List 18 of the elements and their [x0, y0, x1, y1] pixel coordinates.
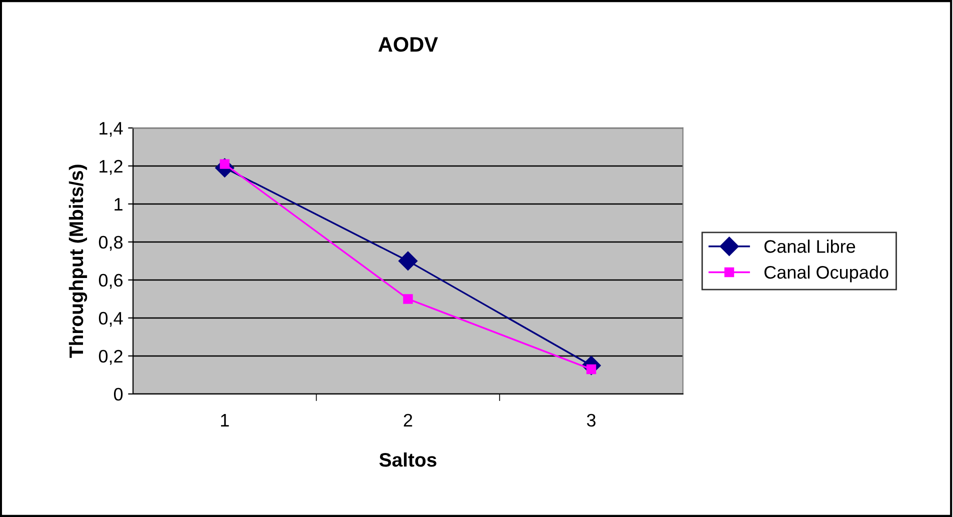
y-tick-label: 1,2: [100, 160, 122, 175]
y-tick-label: 0: [114, 388, 123, 401]
point: [403, 294, 413, 304]
legend-label: Canal Libre: [764, 240, 856, 253]
y-tick-label: 0,2: [98, 350, 122, 365]
x-tick-label: 2: [404, 414, 412, 426]
y-tick-label: 0,6: [98, 274, 123, 289]
x-tick-label: 3: [586, 414, 596, 427]
x-axis-title: Saltos: [379, 452, 436, 467]
y-tick-label: 1,4: [100, 122, 123, 137]
legend-label: Canal Ocupado: [764, 265, 888, 282]
y-tick-label: 0,4: [98, 312, 123, 327]
y-tick-label: 0,8: [98, 236, 123, 251]
point: [398, 251, 418, 270]
chart-title: AODV: [378, 37, 438, 52]
y-tick-label: 1: [114, 198, 122, 210]
y-axis-title: Throughput (Mbits/s): [68, 164, 88, 358]
x-tick-label: 1: [221, 414, 229, 426]
